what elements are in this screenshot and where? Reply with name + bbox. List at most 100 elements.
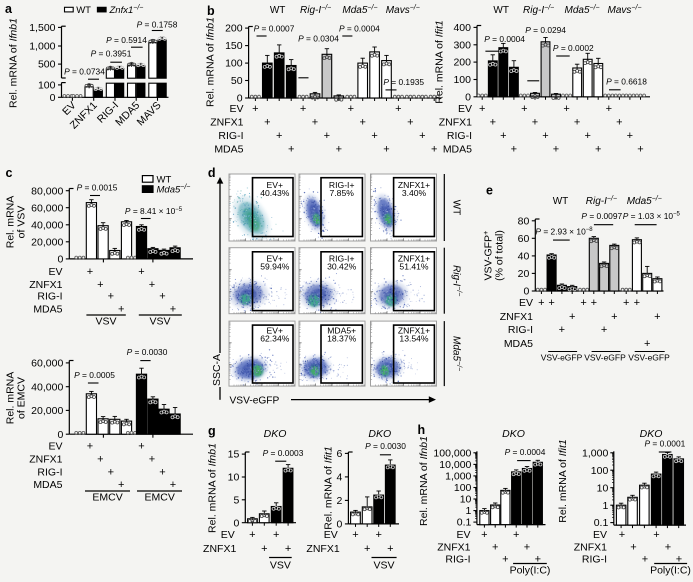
svg-text:P = 0.0030: P = 0.0030 bbox=[365, 441, 406, 451]
svg-text:Rel. mRNA of Ifnb1: Rel. mRNA of Ifnb1 bbox=[207, 443, 219, 533]
svg-text:10: 10 bbox=[597, 482, 609, 494]
svg-text:0.1: 0.1 bbox=[457, 517, 472, 529]
svg-text:+: + bbox=[288, 143, 294, 155]
svg-text:MDA5: MDA5 bbox=[443, 143, 472, 155]
svg-text:P = 0.0005: P = 0.0005 bbox=[74, 370, 115, 380]
svg-text:+: + bbox=[118, 479, 124, 491]
svg-text:+: + bbox=[170, 304, 176, 316]
svg-text:+: + bbox=[580, 297, 586, 309]
svg-text:MDA5: MDA5 bbox=[504, 338, 533, 350]
svg-text:Rig-I−/−: Rig-I−/− bbox=[451, 265, 463, 296]
svg-text:+: + bbox=[383, 143, 389, 155]
svg-text:MDA5: MDA5 bbox=[214, 143, 243, 155]
svg-text:+: + bbox=[524, 542, 530, 554]
svg-text:VSV: VSV bbox=[95, 315, 116, 327]
svg-text:WT: WT bbox=[493, 5, 509, 16]
svg-text:20,000: 20,000 bbox=[31, 405, 63, 417]
svg-text:0.1: 0.1 bbox=[594, 517, 609, 529]
svg-text:RIG-I: RIG-I bbox=[37, 466, 62, 478]
svg-text:+: + bbox=[375, 529, 381, 541]
svg-text:P = 0.0004: P = 0.0004 bbox=[484, 34, 525, 44]
svg-text:Rel. mRNA of Ifnb1: Rel. mRNA of Ifnb1 bbox=[418, 436, 430, 526]
svg-text:ZNFX1: ZNFX1 bbox=[500, 311, 533, 323]
svg-text:DKO: DKO bbox=[502, 428, 525, 440]
svg-text:+: + bbox=[419, 130, 425, 142]
svg-text:+: + bbox=[616, 116, 622, 128]
svg-text:10,000: 10,000 bbox=[439, 459, 471, 471]
svg-text:10: 10 bbox=[460, 494, 472, 506]
svg-text:Mda5−/−: Mda5−/− bbox=[451, 336, 463, 371]
svg-text:VSV: VSV bbox=[270, 559, 291, 571]
svg-text:+: + bbox=[87, 441, 93, 453]
svg-text:0: 0 bbox=[237, 93, 243, 105]
svg-text:62.34%: 62.34% bbox=[260, 334, 290, 344]
svg-text:100: 100 bbox=[454, 482, 472, 494]
svg-text:Mda5−/−: Mda5−/− bbox=[342, 5, 377, 17]
svg-text:P = 0.0001: P = 0.0001 bbox=[645, 439, 686, 449]
svg-text:6: 6 bbox=[337, 448, 343, 460]
svg-text:+: + bbox=[538, 297, 544, 309]
svg-text:WT: WT bbox=[157, 174, 172, 185]
svg-text:+: + bbox=[584, 130, 590, 142]
svg-text:RIG-I: RIG-I bbox=[218, 130, 243, 142]
svg-text:ZNFX1: ZNFX1 bbox=[574, 542, 607, 554]
svg-text:Rel. mRNA of Ifit1: Rel. mRNA of Ifit1 bbox=[557, 439, 569, 522]
svg-text:P = 1.03 × 10−5: P = 1.03 × 10−5 bbox=[623, 211, 681, 221]
svg-text:40,000: 40,000 bbox=[31, 219, 63, 231]
svg-text:WT: WT bbox=[451, 200, 462, 216]
svg-text:+: + bbox=[490, 116, 496, 128]
svg-text:RIG-I: RIG-I bbox=[447, 130, 472, 142]
svg-text:P = 0.0007: P = 0.0007 bbox=[254, 23, 295, 33]
svg-text:+: + bbox=[665, 542, 671, 554]
svg-text:100: 100 bbox=[225, 58, 243, 70]
svg-text:P = 0.3951: P = 0.3951 bbox=[91, 49, 132, 59]
svg-text:DKO: DKO bbox=[640, 428, 663, 440]
svg-text:d: d bbox=[208, 166, 216, 180]
svg-text:+: + bbox=[300, 103, 306, 115]
svg-text:0: 0 bbox=[337, 519, 343, 531]
svg-text:+: + bbox=[285, 543, 291, 555]
svg-text:0: 0 bbox=[233, 517, 239, 529]
svg-text:+: + bbox=[273, 529, 279, 541]
svg-text:RIG-I: RIG-I bbox=[37, 291, 62, 303]
svg-text:+: + bbox=[170, 479, 176, 491]
svg-text:(% of total): (% of total) bbox=[494, 230, 506, 281]
svg-text:RIG-I+: RIG-I+ bbox=[329, 180, 355, 190]
svg-text:+: + bbox=[324, 130, 330, 142]
svg-text:+: + bbox=[407, 116, 413, 128]
svg-text:30.42%: 30.42% bbox=[327, 262, 357, 272]
svg-text:EV: EV bbox=[48, 266, 62, 278]
svg-text:18.37%: 18.37% bbox=[327, 334, 357, 344]
svg-text:+: + bbox=[644, 338, 650, 350]
svg-text:P = 0.0294: P = 0.0294 bbox=[525, 25, 566, 35]
svg-text:ZNFX1: ZNFX1 bbox=[439, 116, 472, 128]
svg-text:+: + bbox=[492, 542, 498, 554]
svg-text:Rel. mRNA of Ifit1: Rel. mRNA of Ifit1 bbox=[323, 446, 335, 529]
svg-text:ZNFX1+: ZNFX1+ bbox=[398, 326, 430, 336]
svg-text:P = 0.0097: P = 0.0097 bbox=[581, 211, 622, 221]
svg-text:ZNFX1: ZNFX1 bbox=[437, 542, 470, 554]
svg-text:MDA5: MDA5 bbox=[33, 479, 62, 491]
svg-text:+: + bbox=[500, 130, 506, 142]
svg-text:VSV-eGFP: VSV-eGFP bbox=[541, 353, 583, 363]
svg-text:P = 0.0004: P = 0.0004 bbox=[505, 447, 546, 457]
svg-text:ZNFX1: ZNFX1 bbox=[210, 116, 243, 128]
svg-text:Poly(I:C): Poly(I:C) bbox=[510, 565, 551, 577]
svg-text:+: + bbox=[97, 279, 103, 291]
svg-text:ZNFX1+: ZNFX1+ bbox=[398, 180, 430, 190]
svg-text:+: + bbox=[654, 311, 660, 323]
svg-text:MDA5+: MDA5+ bbox=[327, 326, 356, 336]
svg-text:0: 0 bbox=[465, 91, 471, 103]
svg-text:EV: EV bbox=[519, 297, 533, 309]
svg-text:of VSV: of VSV bbox=[16, 206, 28, 239]
svg-text:40: 40 bbox=[518, 251, 530, 263]
svg-text:50: 50 bbox=[231, 75, 243, 87]
svg-text:+: + bbox=[591, 297, 597, 309]
svg-text:P = 0.6618: P = 0.6618 bbox=[606, 77, 647, 87]
svg-text:+: + bbox=[336, 143, 342, 155]
svg-text:0: 0 bbox=[523, 286, 529, 298]
svg-text:300: 300 bbox=[453, 39, 471, 51]
svg-text:+: + bbox=[521, 103, 527, 115]
svg-text:+: + bbox=[108, 466, 114, 478]
svg-text:Rel. mRNA of Ifnb1: Rel. mRNA of Ifnb1 bbox=[205, 17, 217, 107]
